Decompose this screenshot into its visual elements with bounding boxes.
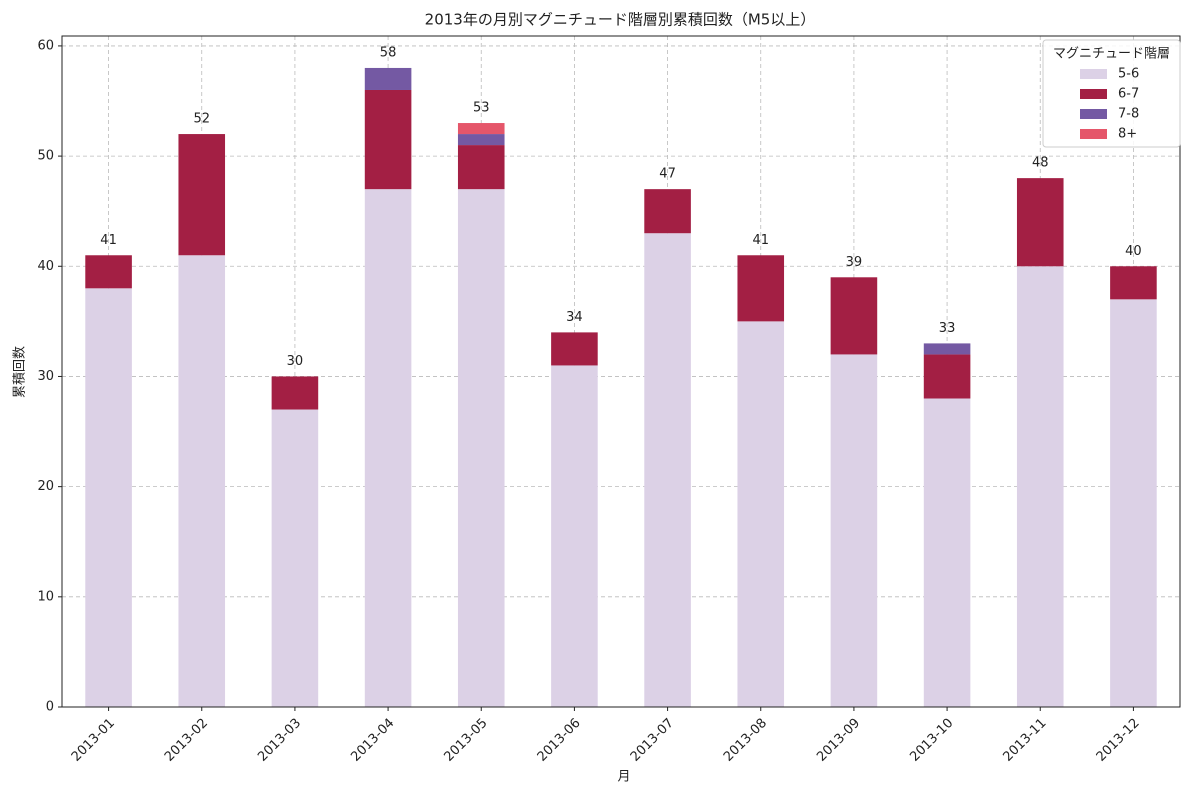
- total-label: 58: [380, 45, 397, 60]
- bar-segment: [923, 354, 971, 399]
- bar-segment: [737, 255, 785, 322]
- x-tick-label: 2013-04: [348, 716, 397, 765]
- total-label: 47: [659, 167, 676, 182]
- bar-segment: [364, 67, 412, 90]
- x-tick-label: 2013-09: [814, 716, 863, 765]
- bar-segment: [364, 189, 412, 707]
- total-label: 52: [193, 112, 210, 127]
- bar-segment: [1016, 266, 1064, 707]
- legend-label: 7-8: [1118, 107, 1139, 122]
- total-label: 41: [752, 233, 769, 248]
- y-tick-label: 60: [37, 38, 54, 53]
- legend-swatch: [1080, 89, 1107, 99]
- legend-label: 5-6: [1118, 67, 1139, 82]
- x-tick-label: 2013-12: [1094, 716, 1143, 765]
- bar-segment: [1110, 299, 1157, 707]
- chart-title: 2013年の月別マグニチュード階層別累積回数（M5以上）: [425, 11, 816, 29]
- x-tick-label: 2013-06: [535, 716, 584, 765]
- x-axis-label: 月: [617, 770, 630, 785]
- bar-segment: [551, 365, 598, 707]
- x-tick-label: 2013-01: [69, 716, 118, 765]
- y-tick-label: 0: [46, 700, 54, 715]
- total-label: 40: [1125, 244, 1142, 259]
- legend-title: マグニチュード階層: [1053, 47, 1170, 62]
- bar-segment: [85, 255, 132, 289]
- x-tick-label: 2013-03: [255, 716, 304, 765]
- x-tick-label: 2013-11: [1001, 716, 1050, 765]
- x-tick-label: 2013-05: [442, 716, 491, 765]
- bar-segment: [457, 145, 505, 190]
- total-label: 34: [566, 310, 583, 325]
- legend-swatch: [1080, 109, 1107, 119]
- bar-segment: [1110, 266, 1157, 300]
- bar-segment: [178, 134, 226, 256]
- legend-label: 6-7: [1118, 87, 1139, 102]
- bar-segment: [271, 376, 319, 410]
- legend-swatch: [1080, 69, 1107, 79]
- total-label: 39: [846, 255, 863, 270]
- x-tick-label: 2013-07: [628, 716, 677, 765]
- bar-segment: [178, 255, 226, 707]
- bar-segment: [737, 321, 785, 707]
- x-tick-label: 2013-02: [162, 716, 211, 765]
- bar-segment: [271, 409, 319, 707]
- bar-segment: [457, 189, 505, 707]
- plot-frame: [61, 35, 1181, 708]
- bar-segment: [85, 288, 132, 707]
- bar-segment: [830, 354, 878, 707]
- bar-segment: [457, 123, 505, 135]
- bar-segment: [457, 134, 505, 146]
- legend-swatch: [1080, 129, 1107, 139]
- bar-segment: [644, 233, 691, 707]
- bar-segment: [923, 343, 971, 355]
- y-tick-label: 10: [37, 589, 54, 604]
- bar-segment: [644, 189, 691, 234]
- bar-segment: [364, 89, 412, 190]
- bar-segment: [830, 277, 878, 355]
- x-tick-label: 2013-10: [907, 716, 956, 765]
- bar-segment: [551, 332, 598, 366]
- total-label: 48: [1032, 156, 1049, 171]
- x-tick-label: 2013-08: [721, 716, 770, 765]
- y-axis-label: 累積回数: [13, 346, 28, 398]
- y-tick-label: 40: [37, 259, 54, 274]
- bar-segment: [923, 398, 971, 707]
- y-tick-label: 50: [37, 149, 54, 164]
- total-label: 53: [473, 101, 490, 116]
- total-label: 33: [939, 321, 956, 336]
- bar-segment: [1016, 178, 1064, 267]
- legend-box: [1042, 39, 1181, 148]
- total-label: 30: [287, 354, 304, 369]
- legend-label: 8+: [1118, 127, 1137, 142]
- y-tick-label: 30: [37, 369, 54, 384]
- total-label: 41: [100, 233, 117, 248]
- y-tick-label: 20: [37, 479, 54, 494]
